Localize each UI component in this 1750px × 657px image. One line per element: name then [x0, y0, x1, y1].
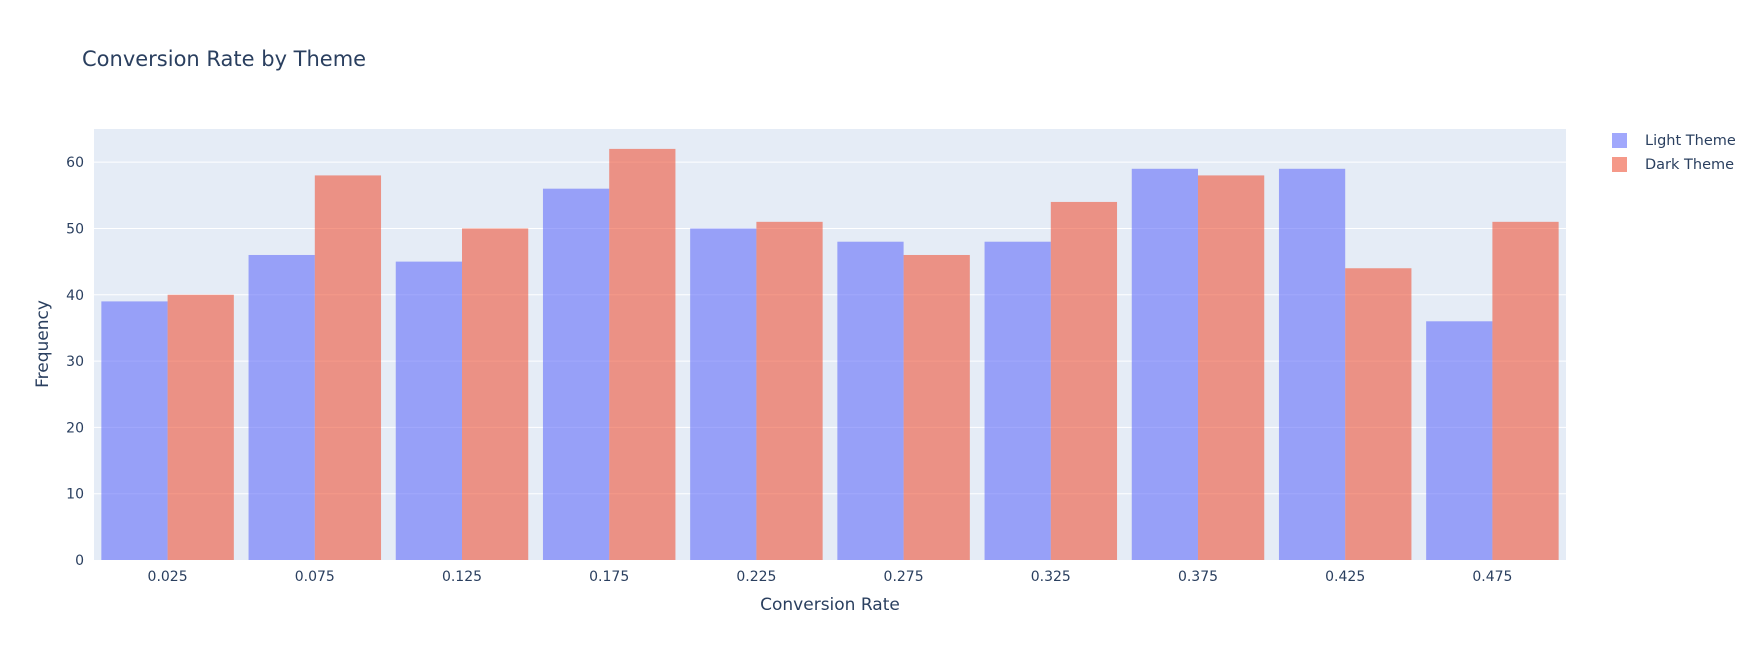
- legend: Light Theme Dark Theme: [1612, 133, 1736, 173]
- y-tick-label: 10: [66, 487, 84, 503]
- y-tick-label: 20: [66, 420, 84, 436]
- x-tick-label: 0.075: [295, 569, 335, 585]
- y-tick-label: 60: [66, 155, 84, 171]
- y-axis-ticks: 0 10 20 30 40 50 60: [66, 155, 84, 569]
- bar-dark-theme: [314, 175, 382, 560]
- y-axis-title: Frequency: [33, 300, 53, 388]
- bar-dark-theme: [167, 294, 234, 560]
- y-tick-label: 30: [66, 354, 84, 370]
- x-tick-label: 0.175: [589, 569, 629, 585]
- y-tick-label: 40: [66, 288, 84, 304]
- bar-light-theme: [395, 261, 462, 560]
- bar-dark-theme: [609, 148, 676, 560]
- x-tick-label: 0.125: [442, 569, 482, 585]
- bar-dark-theme: [462, 228, 529, 560]
- y-tick-label: 50: [66, 221, 84, 237]
- legend-label: Light Theme: [1645, 133, 1736, 149]
- bar-dark-theme: [1492, 221, 1559, 561]
- bar-dark-theme: [1050, 201, 1118, 560]
- legend-item-light-theme[interactable]: Light Theme: [1612, 133, 1736, 149]
- x-tick-label: 0.225: [736, 569, 776, 585]
- x-tick-label: 0.275: [884, 569, 924, 585]
- x-tick-label: 0.025: [148, 569, 188, 585]
- bar-light-theme: [984, 241, 1051, 560]
- x-axis-ticks: 0.025 0.075 0.125 0.175 0.225 0.275 0.325 0.375…: [148, 569, 1513, 585]
- bar-light-theme: [837, 241, 904, 560]
- x-tick-label: 0.325: [1031, 569, 1071, 585]
- bar-dark-theme: [1345, 268, 1412, 560]
- bar-dark-theme: [756, 221, 823, 561]
- bar-light-theme: [248, 254, 315, 560]
- legend-item-dark-theme[interactable]: Dark Theme: [1612, 157, 1734, 173]
- x-tick-label: 0.425: [1325, 569, 1365, 585]
- bar-light-theme: [1426, 321, 1493, 560]
- chart-title: Conversion Rate by Theme: [82, 47, 366, 71]
- bars: [101, 148, 1559, 561]
- legend-swatch: [1612, 157, 1627, 172]
- y-tick-label: 0: [75, 553, 84, 569]
- legend-label: Dark Theme: [1645, 157, 1734, 173]
- legend-swatch: [1612, 133, 1627, 148]
- x-axis-title: Conversion Rate: [760, 595, 900, 615]
- bar-light-theme: [542, 188, 610, 560]
- bar-dark-theme: [903, 254, 970, 560]
- x-tick-label: 0.475: [1472, 569, 1512, 585]
- bar-dark-theme: [1198, 175, 1265, 560]
- bar-light-theme: [1278, 168, 1346, 561]
- bar-light-theme: [101, 301, 168, 560]
- bar-light-theme: [1131, 168, 1198, 561]
- x-tick-label: 0.375: [1178, 569, 1218, 585]
- bar-light-theme: [690, 228, 757, 560]
